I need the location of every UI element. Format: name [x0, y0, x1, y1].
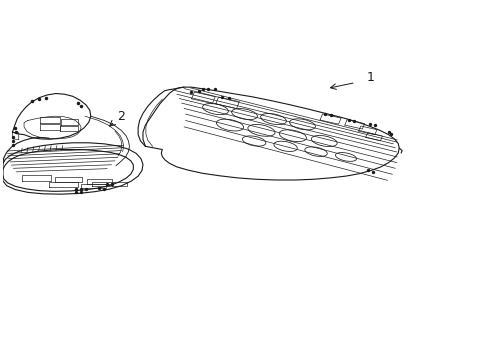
Text: 1: 1	[366, 71, 373, 84]
Text: 2: 2	[117, 110, 125, 123]
